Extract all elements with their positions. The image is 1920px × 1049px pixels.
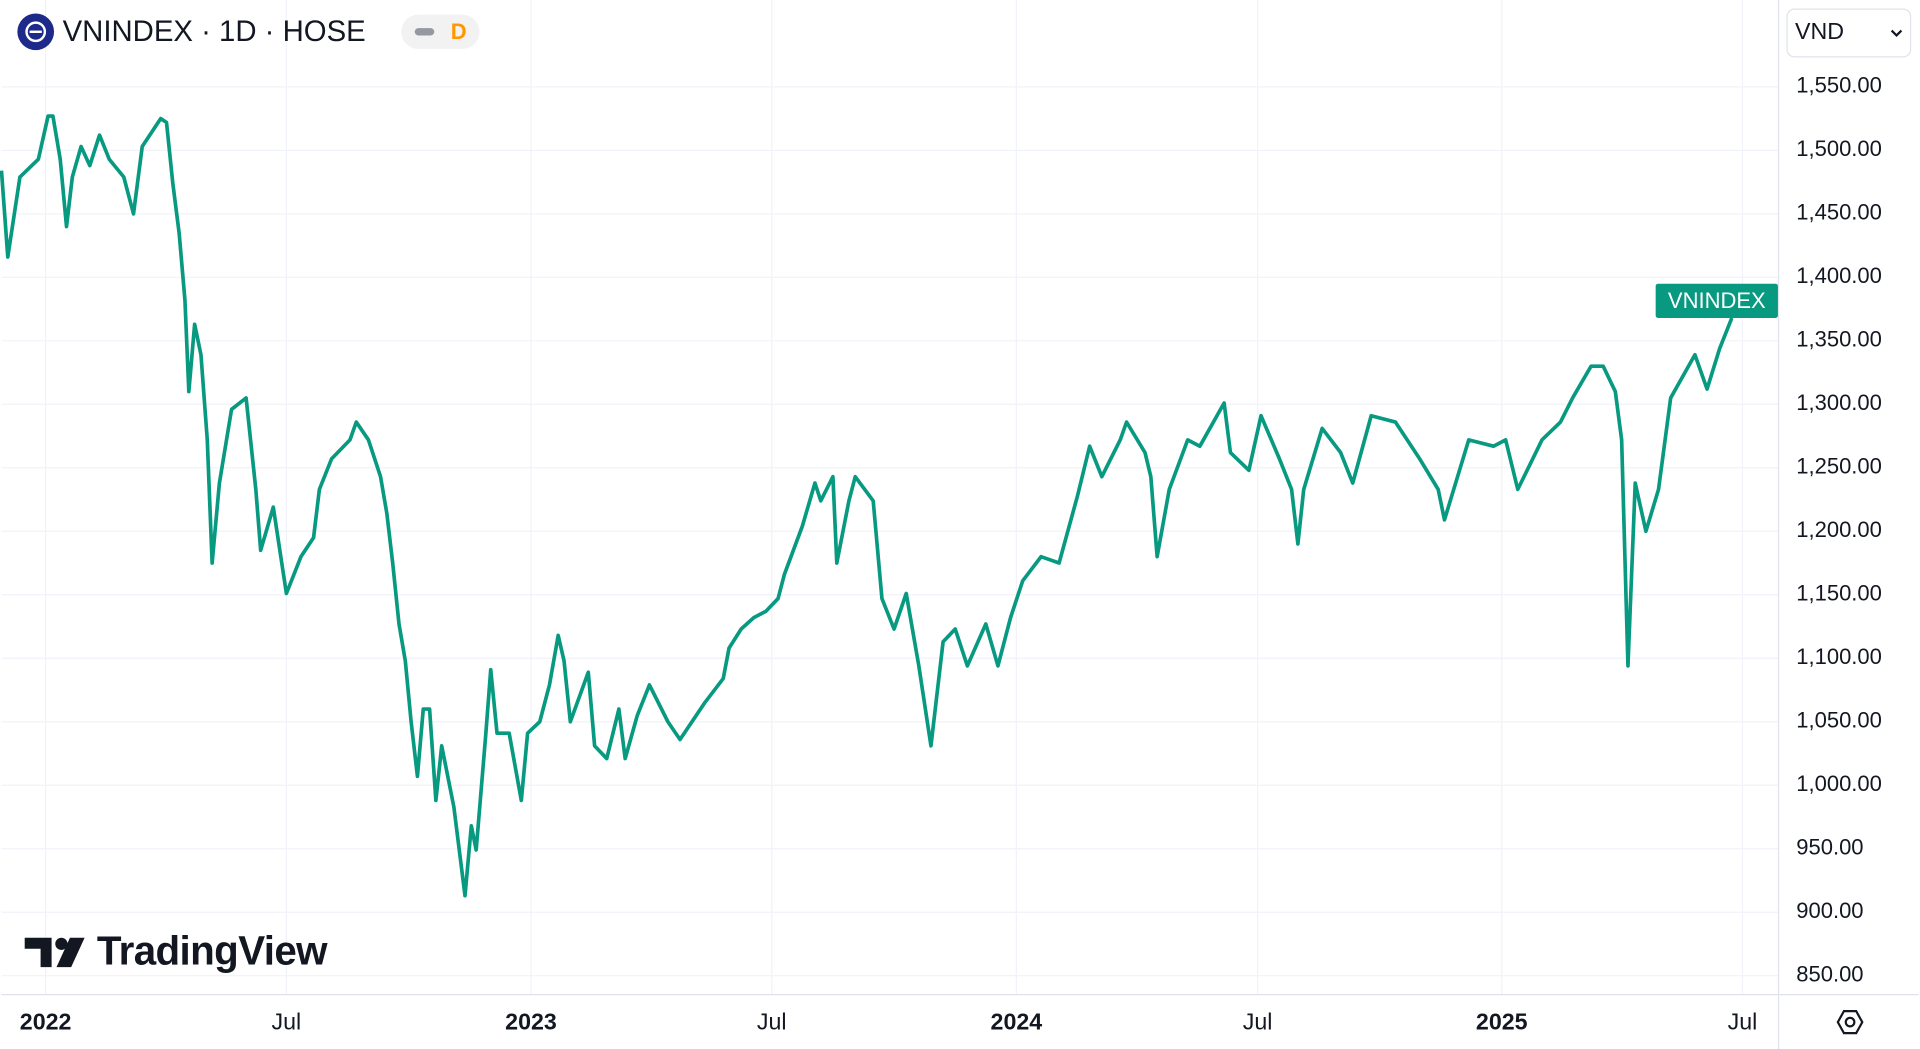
settings-dot xyxy=(1844,1016,1856,1028)
last-value-label: VNINDEX xyxy=(1655,283,1778,318)
brand-logo-v xyxy=(56,937,85,968)
y-tick-label: 1,550.00 xyxy=(1796,73,1882,98)
y-tick-label: 1,000.00 xyxy=(1796,771,1882,796)
price-line xyxy=(0,114,1734,898)
settings-button[interactable] xyxy=(1836,1009,1864,1035)
x-tick-label: 2024 xyxy=(991,1008,1043,1034)
y-tick-label: 1,250.00 xyxy=(1796,454,1882,479)
y-tick-label: 1,150.00 xyxy=(1796,581,1882,606)
y-tick-label: 900.00 xyxy=(1796,898,1863,923)
y-tick-label: 850.00 xyxy=(1796,962,1863,987)
header: VNINDEX · 1D · HOSE D xyxy=(17,13,480,51)
x-tick-label: 2023 xyxy=(505,1008,557,1034)
brand: TradingView xyxy=(24,927,329,973)
brand-logo-t xyxy=(24,937,52,968)
currency-label: VND xyxy=(1795,18,1844,44)
y-axis: 850.00 900.00 950.00 1,000.00 1,050.00 1,100.… xyxy=(1796,73,1882,987)
x-tick-label: Jul xyxy=(757,1008,787,1034)
last-value-box xyxy=(1655,283,1778,318)
status-pill[interactable] xyxy=(401,14,480,49)
interval-badge: D xyxy=(451,19,467,44)
grid xyxy=(1,0,1778,994)
y-tick-label: 1,400.00 xyxy=(1796,263,1882,288)
x-axis: 2022 Jul 2023 Jul 2024 Jul 2025 Jul xyxy=(20,1008,1758,1034)
symbol-logo-ring xyxy=(25,21,47,43)
y-tick-label: 1,450.00 xyxy=(1796,200,1882,225)
y-tick-label: 1,350.00 xyxy=(1796,327,1882,352)
y-tick-label: 1,300.00 xyxy=(1796,390,1882,415)
plot xyxy=(0,114,1734,898)
y-tick-label: 1,200.00 xyxy=(1796,517,1882,542)
x-tick-label: Jul xyxy=(1728,1008,1758,1034)
status-dash xyxy=(414,28,435,36)
y-tick-label: 1,500.00 xyxy=(1796,136,1882,161)
currency-box[interactable] xyxy=(1786,8,1912,58)
currency-dropdown[interactable]: VND xyxy=(1786,8,1912,58)
brand-logo-dot xyxy=(55,937,68,950)
y-tick-label: 950.00 xyxy=(1796,835,1863,860)
x-tick-label: Jul xyxy=(272,1008,302,1034)
x-tick-label: 2022 xyxy=(20,1008,72,1034)
settings-hex xyxy=(1836,1009,1864,1035)
brand-name: TradingView xyxy=(97,927,328,973)
x-tick-label: Jul xyxy=(1243,1008,1273,1034)
last-value-name: VNINDEX xyxy=(1668,288,1766,313)
dropdown-arrow xyxy=(1890,29,1903,38)
symbol-title[interactable]: VNINDEX · 1D · HOSE xyxy=(63,15,366,48)
y-tick-label: 1,050.00 xyxy=(1796,708,1882,733)
y-tick-label: 1,100.00 xyxy=(1796,644,1882,669)
x-tick-label: 2025 xyxy=(1476,1008,1528,1034)
